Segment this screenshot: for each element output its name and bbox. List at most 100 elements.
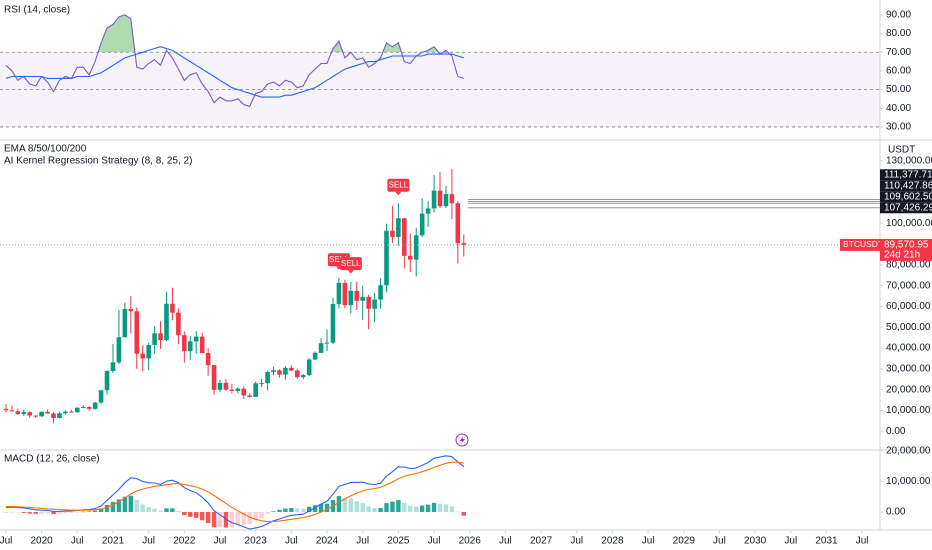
macd-histogram-bar	[128, 495, 134, 512]
x-tick-label: 2020	[30, 536, 53, 547]
candle-body	[193, 336, 199, 342]
y-tick-label: 130,000.00	[886, 155, 932, 166]
candle-body	[312, 352, 318, 360]
macd-histogram-bar	[360, 503, 365, 512]
candle-body	[259, 383, 264, 385]
price-level-label: 109,602.50	[884, 191, 932, 202]
candle-body	[134, 311, 140, 354]
x-tick-label: Jul	[642, 536, 655, 547]
y-tick-label: 40.00	[886, 103, 911, 114]
candle-body	[384, 230, 389, 286]
y-tick-label: 0.00	[886, 507, 906, 518]
macd-histogram-bar	[140, 504, 145, 512]
indicator-title: EMA 8/50/100/200	[4, 144, 87, 155]
macd-histogram-bar	[306, 506, 312, 512]
candle-body	[378, 285, 383, 300]
y-tick-label: 70.00	[886, 47, 911, 58]
macd-histogram-bar	[324, 503, 330, 512]
candle-body	[342, 282, 348, 305]
candle-body	[158, 333, 163, 341]
macd-histogram-bar	[152, 508, 157, 512]
candle-body	[33, 415, 38, 417]
currency-label: USDT	[888, 145, 915, 156]
candle-body	[247, 395, 253, 397]
candle-body	[253, 383, 258, 397]
macd-histogram-bar	[461, 511, 466, 516]
x-tick-label: Jul	[428, 536, 441, 547]
macd-histogram-bar	[336, 496, 342, 512]
candle-body	[330, 303, 336, 343]
macd-histogram-bar	[45, 511, 50, 514]
candle-body	[390, 230, 395, 237]
candle-body	[122, 308, 128, 338]
macd-histogram-bar	[86, 511, 92, 512]
symbol-box	[840, 238, 880, 251]
candle-body	[146, 344, 151, 359]
macd-histogram-bar	[21, 511, 26, 513]
macd-histogram-bar	[241, 511, 246, 525]
last-price-label: 89,570.95	[884, 240, 929, 251]
x-tick-label: Jul	[499, 536, 512, 547]
macd-histogram-bar	[265, 511, 270, 515]
x-tick-label: 2030	[744, 536, 767, 547]
candle-body	[300, 375, 306, 378]
macd-histogram-bar	[205, 511, 211, 523]
macd-histogram-bar	[134, 499, 139, 512]
candle-body	[402, 218, 407, 256]
price-level-box	[880, 202, 932, 214]
y-tick-label: 50.00	[886, 84, 911, 95]
candle-body	[372, 299, 377, 309]
candle-body	[80, 407, 86, 409]
macd-histogram-bar	[277, 509, 282, 512]
x-tick-label: 2024	[316, 536, 339, 547]
macd-histogram-bar	[188, 511, 193, 517]
y-tick-label: 80,000.00	[886, 259, 931, 270]
candle-body	[366, 296, 371, 309]
macd-histogram-bar	[455, 511, 461, 513]
rsi-overbought-fill	[98, 14, 448, 53]
macd-histogram-bar	[449, 506, 455, 512]
y-tick-label: 60,000.00	[886, 301, 931, 312]
macd-histogram-bar	[3, 511, 9, 513]
y-tick-label: 70,000.00	[886, 280, 931, 291]
macd-histogram-bar	[199, 511, 205, 521]
candle-body	[205, 353, 211, 366]
macd-histogram-bar	[98, 508, 104, 512]
macd-histogram-bar	[229, 511, 235, 528]
candle-body	[86, 407, 92, 409]
candle-body	[182, 335, 187, 352]
candle-body	[455, 203, 461, 244]
macd-histogram-bar	[194, 511, 199, 518]
x-tick-label: Jul	[856, 536, 869, 547]
macd-histogram-bar	[223, 511, 229, 528]
candle-body	[104, 370, 110, 391]
sell-label: SELL	[389, 180, 409, 189]
candle-body	[324, 342, 330, 344]
macd-histogram-bar	[75, 511, 80, 513]
macd-histogram-bar	[259, 511, 264, 518]
x-tick-label: 2028	[601, 536, 624, 547]
macd-histogram-bar	[283, 508, 288, 512]
candle-body	[45, 411, 50, 414]
candle-body	[164, 303, 169, 341]
macd-histogram-bar	[372, 508, 377, 512]
macd-histogram-bar	[146, 507, 151, 512]
macd-histogram-bar	[176, 511, 181, 512]
candle-body	[69, 411, 74, 413]
macd-histogram-bar	[110, 501, 116, 512]
x-tick-label: 2026	[459, 536, 482, 547]
candle-body	[21, 412, 27, 415]
macd-histogram-bar	[289, 508, 294, 512]
candle-body	[437, 190, 443, 207]
x-tick-label: 2027	[530, 536, 553, 547]
y-tick-label: 10,000.00	[886, 405, 931, 416]
macd-histogram-bar	[414, 506, 419, 512]
x-tick-label: Jul	[356, 536, 369, 547]
x-tick-label: 2031	[815, 536, 838, 547]
x-tick-label: 2022	[173, 536, 196, 547]
candle-body	[443, 194, 449, 207]
price-level-label: 110,427.86	[884, 180, 932, 191]
event-icon[interactable]	[455, 433, 469, 447]
